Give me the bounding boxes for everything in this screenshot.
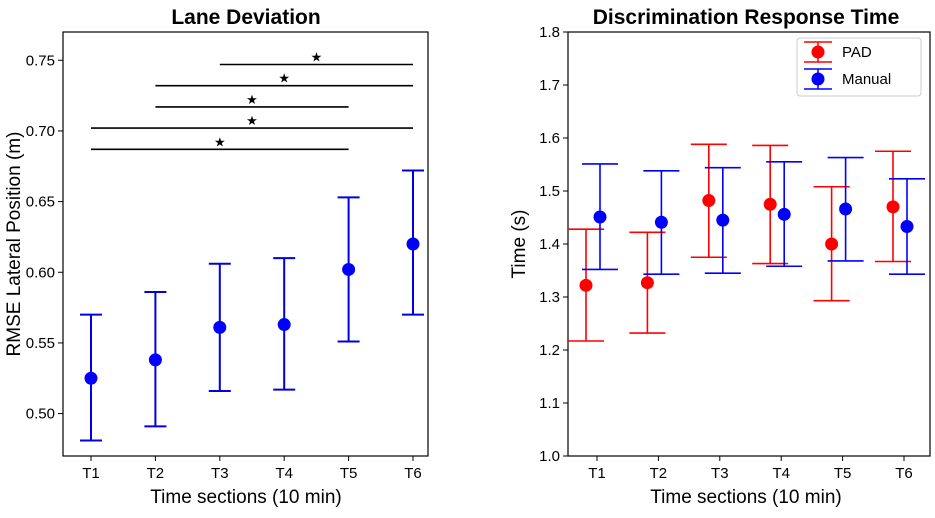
significance-star: ★ xyxy=(214,135,226,150)
left-series-rmse xyxy=(80,169,424,442)
manual-point xyxy=(593,210,607,224)
left-y-tick-label: 0.75 xyxy=(26,52,55,69)
left-y-tick-label: 0.50 xyxy=(26,406,55,423)
legend-label-manual: Manual xyxy=(842,71,891,88)
right-y-tick-label: 1.7 xyxy=(539,77,560,94)
legend: PAD Manual xyxy=(796,37,922,97)
rmse-point xyxy=(342,262,356,276)
significance-star: ★ xyxy=(278,72,290,87)
left-y-tick-label: 0.70 xyxy=(26,123,55,140)
left-y-tick-label: 0.65 xyxy=(26,194,55,211)
rmse-point xyxy=(148,353,162,367)
left-x-tick-label: T4 xyxy=(275,465,293,482)
legend-box xyxy=(796,37,922,97)
rmse-point xyxy=(406,237,420,251)
pad-point xyxy=(763,197,777,211)
left-chart-title: Lane Deviation xyxy=(171,6,320,29)
pad-point xyxy=(579,278,593,292)
right-x-tick-label: T5 xyxy=(834,465,852,482)
right-x-tick-label: T2 xyxy=(650,465,668,482)
right-x-tick-label: T6 xyxy=(895,465,913,482)
manual-point xyxy=(839,202,853,216)
right-series xyxy=(568,143,925,342)
legend-marker-point xyxy=(811,72,825,86)
right-y-tick-label: 1.8 xyxy=(539,24,560,41)
right-x-tick-label: T3 xyxy=(711,465,729,482)
significance-star: ★ xyxy=(246,114,258,129)
right-y-tick-label: 1.1 xyxy=(539,395,560,412)
pad-point xyxy=(702,194,716,208)
pad-point xyxy=(825,237,839,251)
right-y-tick-label: 1.6 xyxy=(539,130,560,147)
right-x-axis: T1 T2 T3 T4 T5 T6 xyxy=(588,456,913,482)
rmse-point xyxy=(213,320,227,334)
left-y-tick-label: 0.60 xyxy=(26,264,55,281)
left-y-axis: 0.50 0.55 0.60 0.65 0.70 0.75 xyxy=(26,52,63,423)
left-x-tick-label: T2 xyxy=(147,465,165,482)
significance-star: ★ xyxy=(311,51,323,66)
rmse-point xyxy=(84,371,98,385)
left-x-tick-label: T5 xyxy=(340,465,358,482)
right-x-tick-label: T4 xyxy=(772,465,790,482)
right-y-tick-label: 1.3 xyxy=(539,289,560,306)
left-x-tick-label: T1 xyxy=(82,465,100,482)
significance-bars: ★ ★ ★ ★ ★ xyxy=(91,51,413,150)
right-x-tick-label: T1 xyxy=(588,465,606,482)
left-y-label: RMSE Lateral Position (m) xyxy=(4,132,25,357)
right-y-axis: 1.0 1.1 1.2 1.3 1.4 1.5 1.6 1.7 1.8 xyxy=(539,24,568,465)
right-y-tick-label: 1.4 xyxy=(539,236,560,253)
right-y-tick-label: 1.2 xyxy=(539,342,560,359)
left-plot-frame xyxy=(62,31,429,457)
manual-point xyxy=(654,215,668,229)
left-x-label: Time sections (10 min) xyxy=(150,487,341,508)
left-x-axis: T1 T2 T3 T4 T5 T6 xyxy=(82,456,422,482)
manual-point xyxy=(777,207,791,221)
left-x-tick-label: T6 xyxy=(404,465,422,482)
manual-point xyxy=(716,213,730,227)
right-y-tick-label: 1.5 xyxy=(539,183,560,200)
pad-point xyxy=(886,200,900,214)
right-y-label: Time (s) xyxy=(509,210,530,279)
rmse-point xyxy=(277,318,291,332)
pad-point xyxy=(640,276,654,290)
legend-label-pad: PAD xyxy=(842,44,872,61)
right-y-tick-label: 1.0 xyxy=(539,448,560,465)
left-y-tick-label: 0.55 xyxy=(26,335,55,352)
legend-marker-point xyxy=(811,45,825,59)
right-chart-title: Discrimination Response Time xyxy=(593,6,900,29)
left-x-tick-label: T3 xyxy=(211,465,229,482)
response-time-chart: Discrimination Response Time 1.01.11.21.… xyxy=(509,6,931,508)
significance-star: ★ xyxy=(246,93,258,108)
lane-deviation-chart: Lane Deviation 0.500.550.600.650.700.75 … xyxy=(4,6,429,508)
right-x-label: Time sections (10 min) xyxy=(650,487,841,508)
manual-point xyxy=(900,220,914,234)
